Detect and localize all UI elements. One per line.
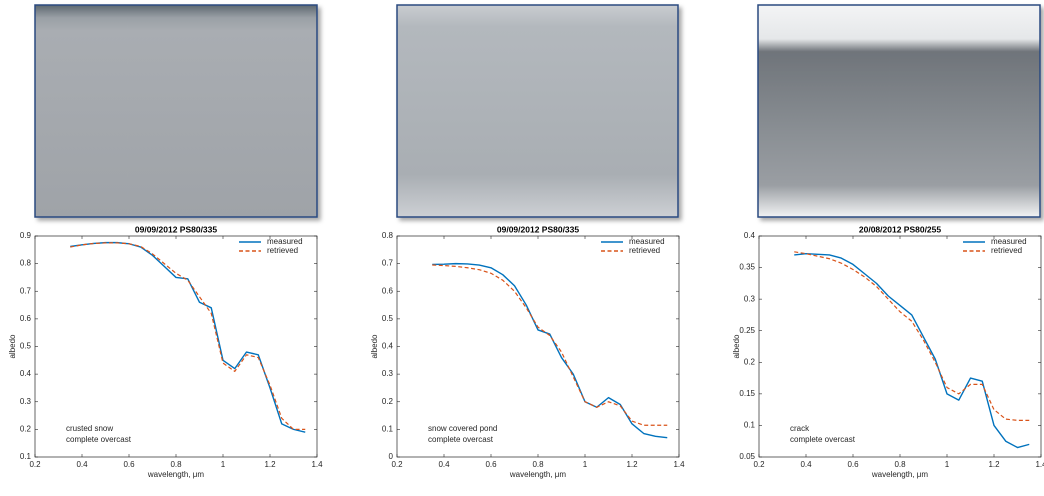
x-tick-label: 1.4 [311,460,323,469]
series-line [432,262,668,439]
x-tick-label: 0.2 [391,460,403,469]
y-axis-label: albedo [8,334,17,359]
y-tick-label: 0.35 [739,263,755,272]
y-tick-label: 0.3 [20,397,32,406]
y-tick-label: 0.3 [382,369,394,378]
x-tick-label: 1.2 [626,460,638,469]
x-tick-label: 0.6 [485,460,497,469]
y-tick-label: 0 [389,452,394,461]
x-tick-label: 0.8 [532,460,544,469]
legend-label: retrieved [991,246,1022,255]
y-tick-label: 0.1 [20,452,32,461]
x-axis-label: wavelength, μm [509,470,567,479]
y-tick-label: 0.1 [382,424,394,433]
legend-label: measured [629,237,665,246]
photo [34,4,318,218]
x-tick-label: 0.6 [123,460,135,469]
legend-label: measured [267,237,303,246]
y-tick-label: 0.4 [20,369,32,378]
photo [396,4,679,218]
y-tick-label: 0.8 [20,259,32,268]
y-tick-label: 0.3 [744,294,756,303]
x-tick-label: 0.4 [76,460,88,469]
x-tick-label: 0.8 [170,460,182,469]
y-axis-label: albedo [732,334,741,359]
y-tick-label: 0.1 [744,421,756,430]
axes-background [35,236,317,457]
title: 20/08/2012 PS80/255 [859,224,942,234]
axes-box [758,235,1042,458]
series-line [794,251,1030,421]
x-tick-label: 1.4 [673,460,685,469]
x-tick-label: 0.4 [438,460,450,469]
y-tick-label: 0.05 [739,452,755,461]
legend-label: measured [991,237,1027,246]
axes-box [396,235,680,458]
y-tick-label: 0.9 [20,231,32,240]
annotation: snow covered pond [428,424,497,433]
y-tick-label: 0.15 [739,389,755,398]
series-line [70,242,306,430]
y-tick-label: 0.4 [744,231,756,240]
x-tick-label: 1 [583,460,588,469]
axes-box [34,235,318,458]
legend-label: retrieved [629,246,660,255]
y-tick-label: 0.7 [382,259,394,268]
y-tick-label: 0.6 [20,314,32,323]
x-axis-label: wavelength, μm [147,470,205,479]
y-tick-label: 0.2 [382,397,394,406]
title: 09/09/2012 PS80/335 [497,224,580,234]
y-tick-label: 0.5 [382,314,394,323]
x-axis-label: wavelength, μm [871,470,929,479]
x-tick-label: 1.2 [988,460,1000,469]
axes-background [397,236,679,457]
x-tick-label: 0.8 [894,460,906,469]
annotation: complete overcast [790,435,856,444]
x-tick-label: 1 [221,460,226,469]
annotation: crusted snow [66,424,113,433]
axes-background [759,236,1041,457]
x-tick-label: 1 [945,460,950,469]
x-tick-label: 0.4 [800,460,812,469]
photo [757,4,1041,218]
title: 09/09/2012 PS80/335 [135,224,218,234]
annotation: complete overcast [428,435,494,444]
x-tick-label: 0.2 [29,460,41,469]
x-tick-label: 1.4 [1035,460,1044,469]
x-tick-label: 1.2 [264,460,276,469]
y-axis-label: albedo [370,334,379,359]
y-tick-label: 0.7 [20,286,32,295]
series-line [794,252,1030,449]
series-line [432,264,668,426]
x-tick-label: 0.2 [753,460,765,469]
y-tick-label: 0.25 [739,326,755,335]
y-tick-label: 0.2 [744,357,756,366]
annotation: complete overcast [66,435,132,444]
y-tick-label: 0.5 [20,342,32,351]
annotation: crack [790,424,810,433]
y-tick-label: 0.6 [382,286,394,295]
x-tick-label: 0.6 [847,460,859,469]
y-tick-label: 0.2 [20,424,32,433]
legend-label: retrieved [267,246,298,255]
y-tick-label: 0.8 [382,231,394,240]
y-tick-label: 0.4 [382,342,394,351]
